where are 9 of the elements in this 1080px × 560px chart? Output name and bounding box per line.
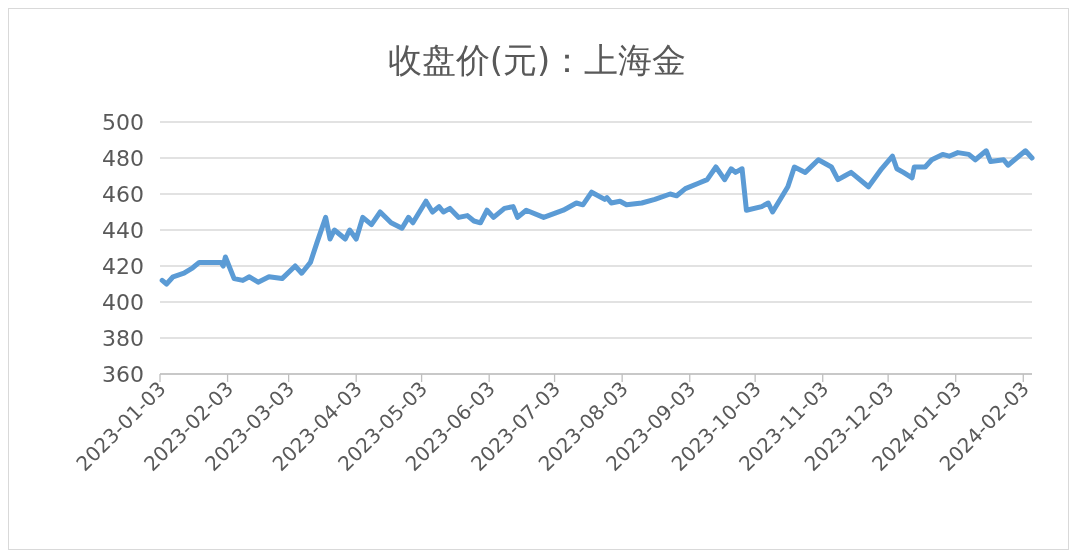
y-tick-label: 360 [102,362,144,387]
y-tick-label: 460 [102,182,144,207]
y-tick-label: 400 [102,290,144,315]
chart-title: 收盘价(元)：上海金 [387,40,687,80]
y-tick-label: 480 [102,146,144,171]
y-tick-label: 440 [102,218,144,243]
y-tick-label: 380 [102,326,144,351]
y-tick-label: 420 [102,254,144,279]
y-tick-label: 500 [102,110,144,135]
